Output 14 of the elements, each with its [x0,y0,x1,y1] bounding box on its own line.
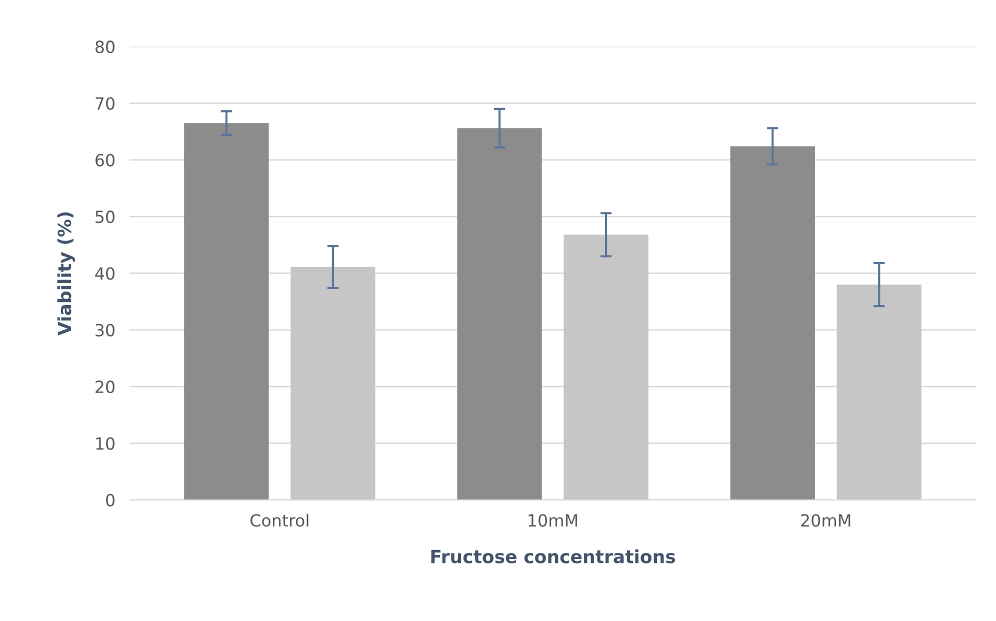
y-tick-label: 80 [96,40,114,54]
y-axis-title: Viability (%) [57,212,75,336]
x-axis-title: Fructose concentrations [431,549,676,564]
y-tick-label: 30 [96,324,114,336]
y-tick-label: 0 [106,494,114,506]
y-tick-label: 50 [96,210,114,224]
x-tick-label: Control [250,514,308,527]
y-tick-label: 70 [96,97,114,110]
y-tick-label: 40 [95,267,114,280]
x-tick-label: 10mM [528,514,578,527]
y-tick-label: 10 [96,437,114,450]
x-tick-label: 20mM [801,514,850,527]
y-tick-label: 20 [96,380,114,394]
y-tick-label: 60 [96,154,114,166]
